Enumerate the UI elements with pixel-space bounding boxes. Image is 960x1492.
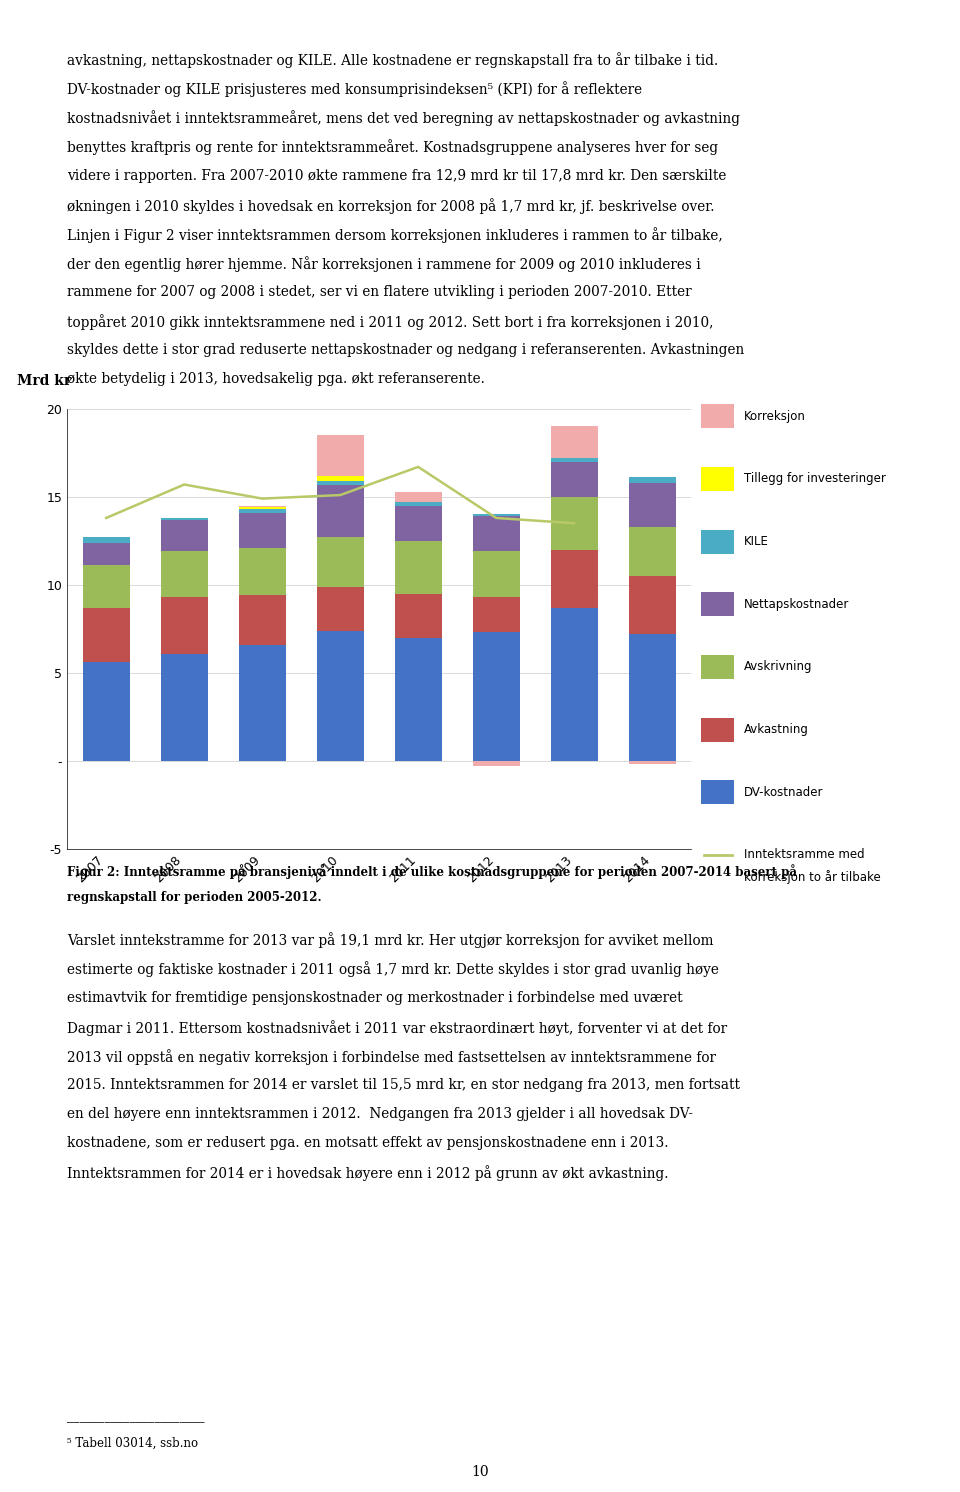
- Text: Avkastning: Avkastning: [744, 724, 809, 736]
- Bar: [629, 761, 676, 764]
- Text: 2015. Inntektsrammen for 2014 er varslet til 15,5 mrd kr, en stor nedgang fra 20: 2015. Inntektsrammen for 2014 er varslet…: [67, 1077, 740, 1092]
- Text: Korreksjon: Korreksjon: [744, 410, 805, 422]
- Bar: [160, 597, 207, 653]
- Bar: [239, 509, 285, 513]
- Bar: [317, 480, 364, 485]
- Bar: [83, 607, 130, 662]
- Bar: [395, 491, 442, 503]
- Bar: [551, 497, 597, 549]
- Bar: [239, 548, 285, 595]
- Text: Figur 2: Inntektsramme på bransjenivå inndelt i de ulike kostnadsgruppene for pe: Figur 2: Inntektsramme på bransjenivå in…: [67, 864, 797, 879]
- Text: avkastning, nettapskostnader og KILE. Alle kostnadene er regnskapstall fra to år: avkastning, nettapskostnader og KILE. Al…: [67, 52, 718, 69]
- Bar: [629, 483, 676, 527]
- Bar: [239, 507, 285, 509]
- Bar: [160, 519, 207, 552]
- Bar: [160, 552, 207, 597]
- Text: ⁵ Tabell 03014, ssb.no: ⁵ Tabell 03014, ssb.no: [67, 1437, 199, 1450]
- Bar: [317, 485, 364, 537]
- Bar: [629, 634, 676, 761]
- Bar: [239, 595, 285, 645]
- Text: 10: 10: [471, 1465, 489, 1479]
- Bar: [317, 586, 364, 631]
- Bar: [472, 516, 519, 552]
- Text: Nettapskostnader: Nettapskostnader: [744, 598, 850, 610]
- Bar: [472, 515, 519, 516]
- Text: DV-kostnader og KILE prisjusteres med konsumprisindeksen⁵ (KPI) for å reflektere: DV-kostnader og KILE prisjusteres med ko…: [67, 81, 642, 97]
- Text: kostnadene, som er redusert pga. en motsatt effekt av pensjonskostnadene enn i 2: kostnadene, som er redusert pga. en mots…: [67, 1137, 669, 1150]
- Text: korreksjon to år tilbake: korreksjon to år tilbake: [744, 870, 880, 885]
- Text: ______________________: ______________________: [67, 1410, 204, 1423]
- Bar: [160, 653, 207, 761]
- Bar: [472, 597, 519, 633]
- Bar: [317, 537, 364, 586]
- Text: regnskapstall for perioden 2005-2012.: regnskapstall for perioden 2005-2012.: [67, 891, 322, 904]
- Text: toppåret 2010 gikk inntektsrammene ned i 2011 og 2012. Sett bort i fra korreksjo: toppåret 2010 gikk inntektsrammene ned i…: [67, 315, 713, 330]
- Text: Tillegg for investeringer: Tillegg for investeringer: [744, 473, 886, 485]
- Text: rammene for 2007 og 2008 i stedet, ser vi en flatere utvikling i perioden 2007-2: rammene for 2007 og 2008 i stedet, ser v…: [67, 285, 692, 298]
- Text: benyttes kraftpris og rente for inntektsrammeåret. Kostnadsgruppene analyseres h: benyttes kraftpris og rente for inntekts…: [67, 139, 718, 155]
- Bar: [83, 662, 130, 761]
- Text: Avskrivning: Avskrivning: [744, 661, 812, 673]
- Bar: [83, 543, 130, 565]
- Bar: [239, 645, 285, 761]
- Bar: [551, 549, 597, 607]
- Bar: [395, 506, 442, 540]
- Bar: [472, 552, 519, 597]
- Bar: [395, 503, 442, 506]
- Bar: [629, 477, 676, 483]
- Text: kostnadsnivået i inntektsrammeåret, mens det ved beregning av nettapskostnader o: kostnadsnivået i inntektsrammeåret, mens…: [67, 110, 740, 127]
- Bar: [551, 427, 597, 458]
- Bar: [395, 540, 442, 594]
- Text: økningen i 2010 skyldes i hovedsak en korreksjon for 2008 på 1,7 mrd kr, jf. bes: økningen i 2010 skyldes i hovedsak en ko…: [67, 198, 714, 213]
- Text: økte betydelig i 2013, hovedsakelig pga. økt referanserente.: økte betydelig i 2013, hovedsakelig pga.…: [67, 373, 485, 386]
- Bar: [629, 527, 676, 576]
- Text: estimavtvik for fremtidige pensjonskostnader og merkostnader i forbindelse med u: estimavtvik for fremtidige pensjonskostn…: [67, 991, 683, 1004]
- Text: Mrd kr: Mrd kr: [17, 373, 71, 388]
- Text: estimerte og faktiske kostnader i 2011 også 1,7 mrd kr. Dette skyldes i stor gra: estimerte og faktiske kostnader i 2011 o…: [67, 962, 719, 977]
- Bar: [160, 518, 207, 519]
- Text: Inntektsrammen for 2014 er i hovedsak høyere enn i 2012 på grunn av økt avkastni: Inntektsrammen for 2014 er i hovedsak hø…: [67, 1165, 669, 1182]
- Bar: [317, 631, 364, 761]
- Text: en del høyere enn inntektsrammen i 2012.  Nedgangen fra 2013 gjelder i all hoved: en del høyere enn inntektsrammen i 2012.…: [67, 1107, 693, 1120]
- Text: KILE: KILE: [744, 536, 769, 548]
- Bar: [83, 537, 130, 543]
- Bar: [83, 565, 130, 607]
- Bar: [551, 458, 597, 461]
- Bar: [239, 513, 285, 548]
- Bar: [629, 576, 676, 634]
- Bar: [472, 633, 519, 761]
- Text: 2013 vil oppstå en negativ korreksjon i forbindelse med fastsettelsen av inntekt: 2013 vil oppstå en negativ korreksjon i …: [67, 1049, 716, 1065]
- Bar: [317, 436, 364, 476]
- Text: der den egentlig hører hjemme. Når korreksjonen i rammene for 2009 og 2010 inklu: der den egentlig hører hjemme. Når korre…: [67, 257, 701, 272]
- Bar: [551, 607, 597, 761]
- Text: Linjen i Figur 2 viser inntektsrammen dersom korreksjonen inkluderes i rammen to: Linjen i Figur 2 viser inntektsrammen de…: [67, 227, 723, 243]
- Bar: [395, 637, 442, 761]
- Bar: [551, 461, 597, 497]
- Bar: [472, 761, 519, 767]
- Bar: [317, 476, 364, 480]
- Text: Dagmar i 2011. Ettersom kostnadsnivået i 2011 var ekstraordinært høyt, forventer: Dagmar i 2011. Ettersom kostnadsnivået i…: [67, 1021, 728, 1035]
- Bar: [395, 594, 442, 637]
- Bar: [239, 506, 285, 507]
- Text: skyldes dette i stor grad reduserte nettapskostnader og nedgang i referanserente: skyldes dette i stor grad reduserte nett…: [67, 343, 744, 357]
- Text: Inntektsramme med: Inntektsramme med: [744, 849, 865, 861]
- Text: videre i rapporten. Fra 2007-2010 økte rammene fra 12,9 mrd kr til 17,8 mrd kr. : videre i rapporten. Fra 2007-2010 økte r…: [67, 169, 727, 182]
- Text: DV-kostnader: DV-kostnader: [744, 786, 824, 798]
- Text: Varslet inntekstramme for 2013 var på 19,1 mrd kr. Her utgjør korreksjon for avv: Varslet inntekstramme for 2013 var på 19…: [67, 932, 713, 949]
